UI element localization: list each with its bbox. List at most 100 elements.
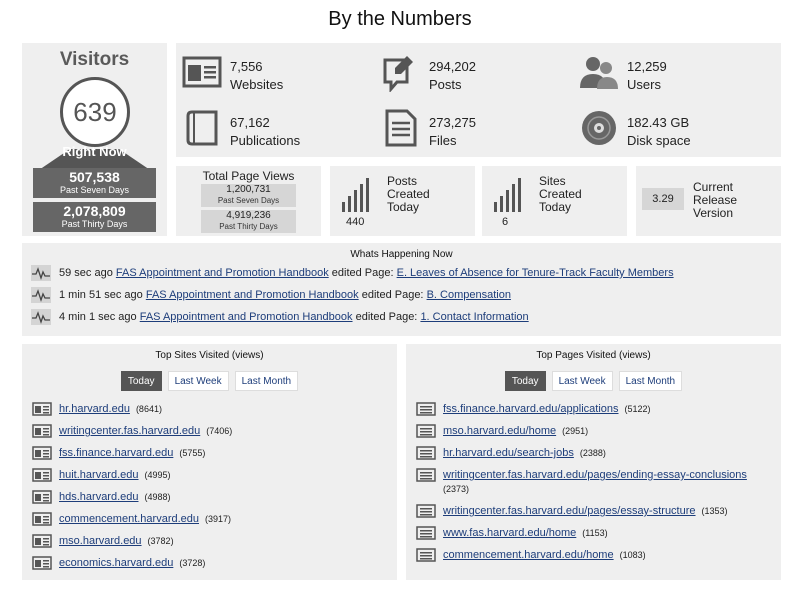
activity-page-link[interactable]: B. Compensation	[426, 288, 511, 301]
users-label: Users	[627, 77, 661, 92]
release-panel: 3.29 Current Release Version	[636, 166, 781, 236]
page-link[interactable]: fss.finance.harvard.edu/applications	[443, 403, 619, 415]
list-item: writingcenter.fas.harvard.edu/pages/endi…	[416, 468, 774, 496]
visitors-title: Visitors	[59, 49, 130, 70]
activity-action: edited Page:	[361, 288, 424, 301]
visitors-thirty-label: Past Thirty Days	[61, 219, 128, 229]
disk-icon	[582, 111, 616, 145]
view-count: (4988)	[144, 492, 171, 502]
stat-websites: 7,556 Websites	[182, 52, 372, 96]
page-icon	[416, 402, 436, 416]
bar-chart-icon	[494, 178, 521, 212]
posts-created-label: Posts Created Today	[387, 174, 430, 214]
site-link[interactable]: mso.harvard.edu	[59, 535, 142, 547]
page-views-title: Total Page Views	[202, 169, 295, 183]
page-link[interactable]: writingcenter.fas.harvard.edu/pages/essa…	[443, 505, 696, 517]
activity-row: 1 min 51 sec ago FAS Appointment and Pro…	[31, 287, 511, 305]
view-count: (2951)	[562, 426, 589, 436]
file-icon	[385, 109, 417, 147]
page-link[interactable]: commencement.harvard.edu/home	[443, 549, 614, 561]
top-sites-panel: Top Sites Visited (views) Today Last Week…	[22, 344, 397, 580]
stat-publications: 67,162 Publications	[182, 108, 372, 152]
website-icon	[182, 56, 222, 88]
page-title: By the Numbers	[328, 8, 472, 30]
site-link[interactable]: writingcenter.fas.harvard.edu	[59, 425, 201, 437]
site-link[interactable]: commencement.harvard.edu	[59, 513, 200, 525]
activity-page-link[interactable]: 1. Contact Information	[420, 310, 529, 323]
users-value: 12,259	[627, 59, 667, 74]
stat-disk: 182.43 GB Disk space	[579, 108, 769, 152]
page-icon	[416, 468, 436, 482]
tab-last-month[interactable]: Last Month	[234, 371, 299, 391]
view-count: (8641)	[135, 404, 162, 414]
users-icon	[580, 57, 618, 89]
tab-today[interactable]: Today	[504, 371, 546, 391]
top-sites-tabs: Today Last Week Last Month	[22, 371, 397, 391]
tab-last-week[interactable]: Last Week	[167, 371, 229, 391]
list-item: fss.finance.harvard.edu/applications (512…	[416, 402, 774, 416]
activity-icon	[31, 287, 51, 303]
view-count: (2373)	[443, 484, 470, 494]
page-link[interactable]: www.fas.harvard.edu/home	[443, 527, 577, 539]
book-icon	[186, 110, 218, 146]
files-value: 273,275	[429, 115, 476, 130]
disk-value: 182.43 GB	[627, 115, 690, 130]
activity-site-link[interactable]: FAS Appointment and Promotion Handbook	[145, 288, 359, 301]
list-item: economics.harvard.edu (3728)	[32, 556, 390, 570]
activity-icon	[31, 265, 51, 281]
visitors-now-count: 639	[60, 77, 130, 147]
site-link[interactable]: huit.harvard.edu	[59, 469, 139, 481]
activity-row: 59 sec ago FAS Appointment and Promotion…	[31, 265, 674, 283]
page-icon	[416, 424, 436, 438]
view-count: (1083)	[619, 550, 646, 560]
page-link[interactable]: mso.harvard.edu/home	[443, 425, 557, 437]
visitors-thirty-days: 2,078,809 Past Thirty Days	[33, 202, 156, 232]
view-count: (5755)	[179, 448, 206, 458]
page-link[interactable]: hr.harvard.edu/search-jobs	[443, 447, 574, 459]
page-views-thirty: 4,919,236 Past Thirty Days	[201, 210, 296, 233]
stats-panel: 7,556 Websites 294,202 Posts 12,259 User…	[176, 43, 781, 157]
disk-label: Disk space	[627, 133, 691, 148]
top-sites-list: hr.harvard.edu (8641) writingcenter.fas.h…	[32, 402, 390, 578]
view-count: (3782)	[147, 536, 174, 546]
stat-files: 273,275 Files	[381, 108, 571, 152]
publications-value: 67,162	[230, 115, 270, 130]
site-link[interactable]: hr.harvard.edu	[59, 403, 130, 415]
website-icon	[32, 446, 52, 460]
page-icon	[416, 548, 436, 562]
list-item: commencement.harvard.edu (3917)	[32, 512, 390, 526]
website-icon	[32, 402, 52, 416]
page-link[interactable]: writingcenter.fas.harvard.edu/pages/endi…	[443, 469, 747, 481]
list-item: commencement.harvard.edu/home (1083)	[416, 548, 774, 562]
site-link[interactable]: economics.harvard.edu	[59, 557, 174, 569]
files-label: Files	[429, 133, 457, 148]
tab-last-month[interactable]: Last Month	[618, 371, 683, 391]
tab-today[interactable]: Today	[120, 371, 162, 391]
website-icon	[32, 468, 52, 482]
activity-row: 4 min 1 sec ago FAS Appointment and Prom…	[31, 309, 529, 327]
sites-created-label: Sites Created Today	[539, 174, 582, 214]
page-views-seven: 1,200,731 Past Seven Days	[201, 184, 296, 207]
activity-icon	[31, 309, 51, 325]
top-pages-list: fss.finance.harvard.edu/applications (512…	[416, 402, 774, 570]
list-item: hds.harvard.edu (4988)	[32, 490, 390, 504]
activity-site-link[interactable]: FAS Appointment and Promotion Handbook	[139, 310, 353, 323]
activity-site-link[interactable]: FAS Appointment and Promotion Handbook	[115, 266, 329, 279]
tab-last-week[interactable]: Last Week	[551, 371, 613, 391]
websites-label: Websites	[230, 77, 284, 92]
activity-time: 59 sec ago	[59, 266, 113, 279]
view-count: (7406)	[206, 426, 233, 436]
websites-value: 7,556	[230, 59, 263, 74]
activity-page-link[interactable]: E. Leaves of Absence for Tenure-Track Fa…	[396, 266, 674, 279]
activity-action: edited Page:	[331, 266, 394, 279]
activity-action: edited Page:	[355, 310, 418, 323]
post-icon	[383, 56, 413, 92]
view-count: (5122)	[624, 404, 651, 414]
site-link[interactable]: hds.harvard.edu	[59, 491, 139, 503]
website-icon	[32, 534, 52, 548]
view-count: (3728)	[179, 558, 206, 568]
page-views-panel: Total Page Views 1,200,731 Past Seven Da…	[176, 166, 321, 236]
site-link[interactable]: fss.finance.harvard.edu	[59, 447, 174, 459]
visitors-panel: Visitors 639 Right Now 507,538 Past Seve…	[22, 43, 167, 236]
website-icon	[32, 424, 52, 438]
